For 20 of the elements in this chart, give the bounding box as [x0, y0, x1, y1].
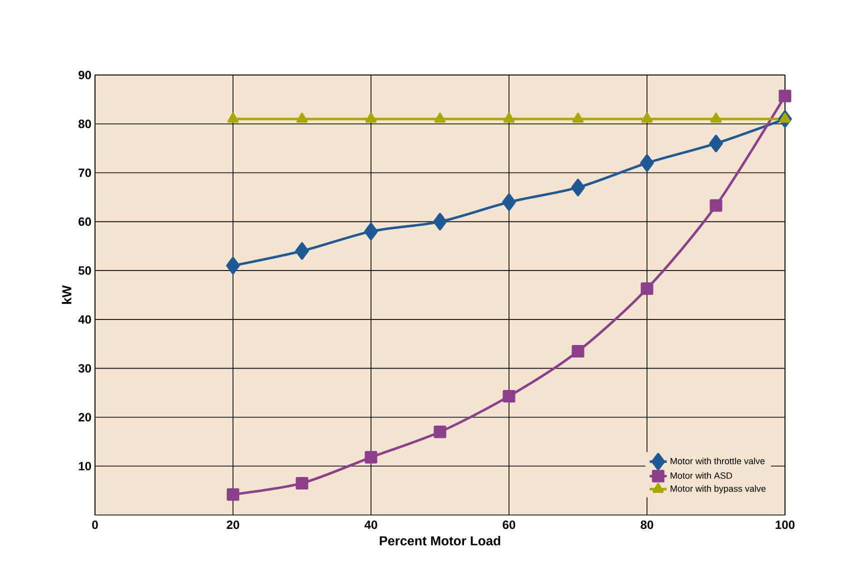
- legend-label: Motor with ASD: [670, 472, 732, 479]
- y-tick-label: 60: [78, 217, 91, 226]
- y-tick-label: 80: [78, 120, 91, 128]
- y-tick-label: 30: [78, 364, 91, 373]
- x-tick-label: 80: [640, 520, 654, 530]
- x-tick-label: 100: [776, 520, 795, 530]
- y-tick-label: 50: [78, 266, 91, 275]
- x-tick-label: 20: [226, 520, 240, 530]
- legend-label: Motor with bypass valve: [670, 485, 766, 494]
- x-axis-title: Percent Motor Load: [380, 536, 500, 546]
- x-tick-label: 0: [92, 520, 98, 530]
- x-tick-label: 40: [364, 520, 378, 530]
- y-tick-label: 90: [78, 70, 91, 80]
- y-tick-label: 70: [78, 168, 91, 178]
- y-tick-label: 20: [78, 412, 91, 422]
- legend-label: Motor with throttle valve: [670, 458, 765, 464]
- y-tick-label: 40: [78, 315, 91, 324]
- y-axis-title: kW: [62, 285, 72, 304]
- y-tick-label: 10: [78, 462, 91, 470]
- x-tick-label: 60: [502, 520, 516, 530]
